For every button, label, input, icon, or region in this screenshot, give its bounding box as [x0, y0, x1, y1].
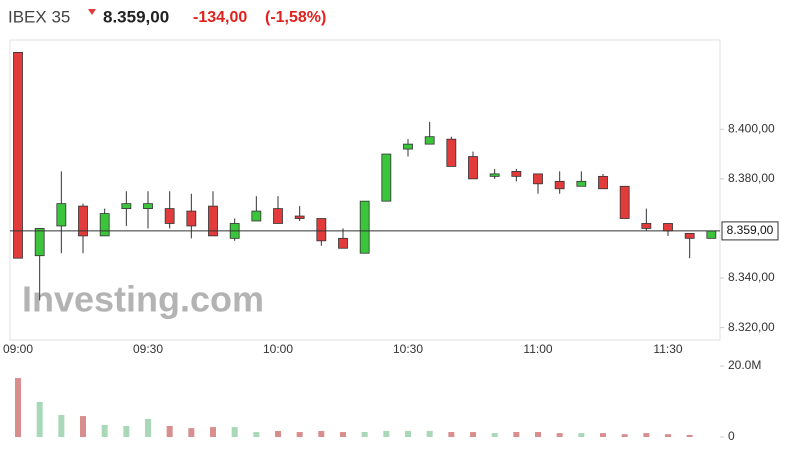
- candle-body: [99, 213, 110, 237]
- volume-bar: [535, 432, 542, 437]
- y-tick-label: 8.400,00: [728, 121, 775, 135]
- volume-bar: [80, 416, 87, 437]
- candle-body: [186, 210, 197, 227]
- candle-body: [403, 143, 413, 150]
- last-price-box: [721, 221, 779, 241]
- change-percent: (-1,58%): [265, 9, 326, 26]
- volume-bar: [296, 432, 303, 437]
- candle-body: [56, 203, 67, 227]
- candle-body: [446, 138, 457, 167]
- volume-bar: [101, 424, 108, 437]
- volume-bar: [556, 433, 563, 437]
- candle-body: [251, 210, 262, 222]
- candle-body: [34, 228, 45, 257]
- price: 8.359,00: [103, 7, 169, 26]
- volume-bar: [58, 414, 65, 437]
- candle-body: [706, 230, 717, 239]
- volume-bar: [513, 432, 520, 437]
- candle-body: [554, 180, 565, 190]
- candle-body: [208, 205, 218, 237]
- volume-bar: [188, 428, 195, 437]
- candle-body: [598, 175, 608, 190]
- candle-body: [576, 180, 587, 187]
- candle-body: [619, 185, 630, 219]
- volume-bar: [210, 427, 217, 437]
- volume-tick-label: 0: [728, 429, 735, 443]
- volume-bar: [253, 432, 260, 437]
- last-price-label: 8.359,00: [727, 223, 774, 237]
- volume-bar: [123, 425, 130, 437]
- volume-bar: [166, 425, 173, 437]
- volume-bar: [318, 430, 325, 437]
- volume-bar: [665, 434, 672, 437]
- x-tick-label: 10:30: [393, 342, 423, 356]
- volume-bar: [643, 433, 650, 437]
- volume-bar: [491, 433, 498, 437]
- plot-frame: [9, 39, 721, 341]
- watermark: Investing.com: [22, 279, 264, 320]
- volume-bar: [36, 401, 43, 437]
- candle-body: [468, 156, 478, 180]
- y-tick-label: 8.340,00: [728, 270, 775, 284]
- candle-body: [684, 232, 695, 239]
- candle-body: [13, 51, 23, 259]
- x-tick-label: 10:00: [263, 342, 293, 356]
- candle-body: [359, 200, 370, 254]
- volume-bar: [361, 432, 368, 437]
- candle-body: [121, 203, 132, 209]
- candle-body: [489, 173, 500, 177]
- candle-body: [78, 205, 88, 237]
- volume-bar: [275, 430, 282, 437]
- volume-bar: [145, 418, 152, 437]
- volume-bar: [405, 430, 412, 437]
- volume-bar: [686, 434, 693, 437]
- volume-bar: [448, 432, 455, 437]
- candle-body: [663, 223, 673, 232]
- x-tick-label: 09:30: [133, 342, 163, 356]
- volume-bar: [15, 378, 22, 437]
- change: -134,00: [193, 9, 247, 26]
- volume-bar: [578, 433, 585, 437]
- volume-tick-label: 20.0M: [728, 358, 761, 372]
- down-arrow-icon: [88, 9, 96, 15]
- candle-body: [381, 153, 392, 202]
- volume-bar: [426, 430, 433, 437]
- volume-bar: [621, 434, 628, 437]
- candle-body: [511, 171, 522, 177]
- candle-body: [424, 136, 435, 145]
- volume-bar: [383, 430, 390, 437]
- volume-bar: [600, 433, 607, 437]
- volume-bar: [231, 427, 238, 437]
- candle-body: [533, 173, 543, 185]
- x-tick-label: 09:00: [3, 342, 33, 356]
- volume-bar: [340, 432, 347, 437]
- candle-body: [143, 203, 153, 209]
- index-name: IBEX 35: [8, 7, 70, 26]
- candle-body: [273, 208, 283, 224]
- y-tick-label: 8.380,00: [728, 171, 775, 185]
- y-tick-label: 8.320,00: [728, 320, 775, 334]
- candle-body: [316, 218, 327, 242]
- volume-bar: [470, 432, 477, 437]
- candle-body: [294, 215, 305, 219]
- x-tick-label: 11:00: [523, 342, 552, 356]
- x-tick-label: 11:30: [653, 342, 682, 356]
- candle-body: [338, 237, 348, 249]
- candle-body: [164, 208, 175, 224]
- candle-body: [641, 223, 652, 229]
